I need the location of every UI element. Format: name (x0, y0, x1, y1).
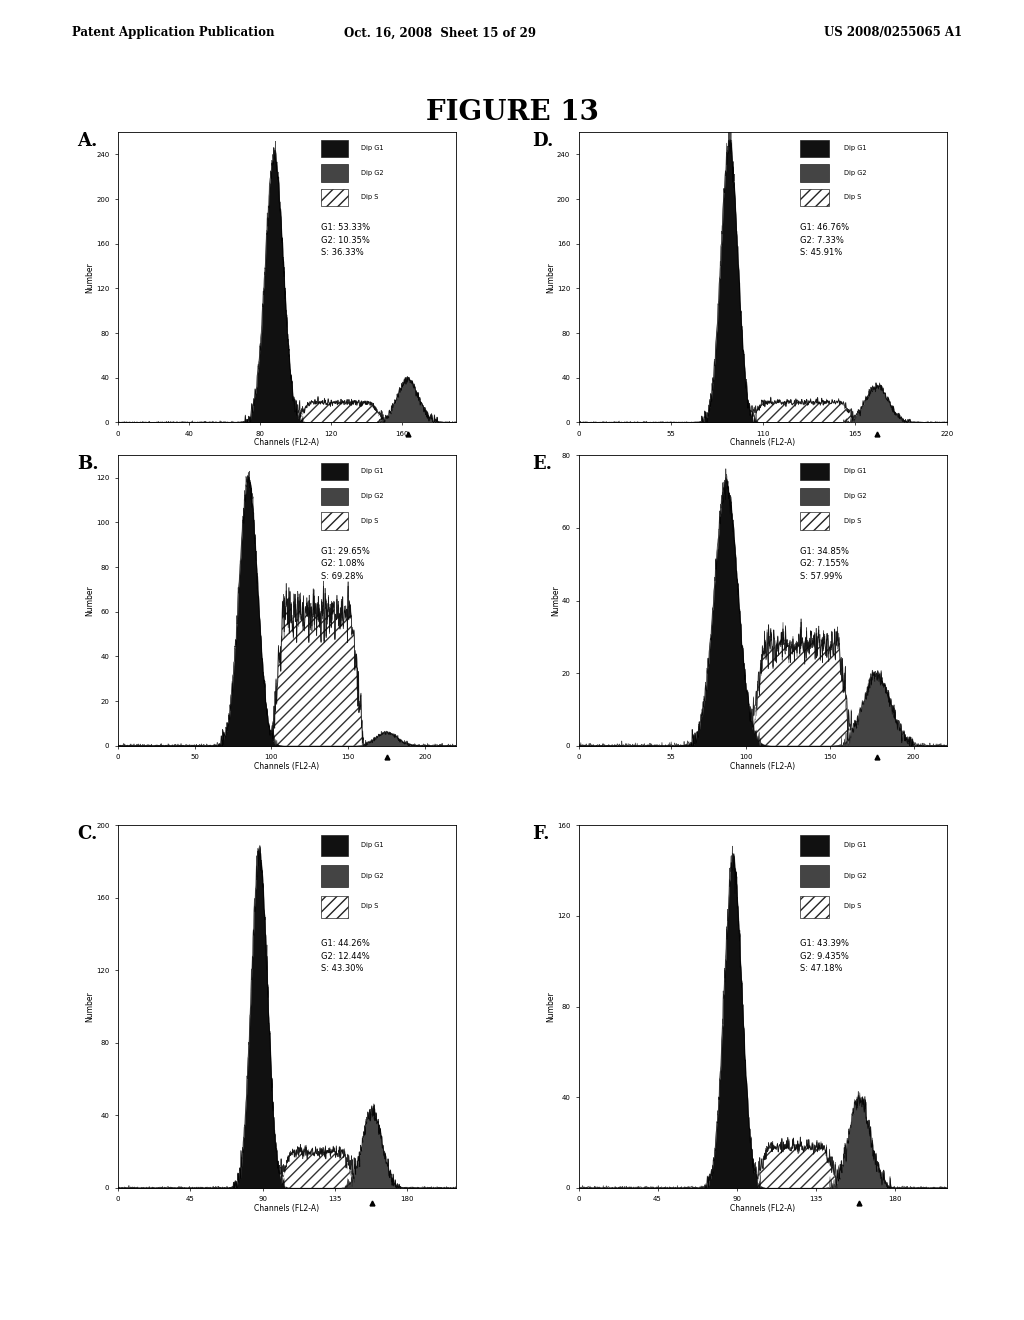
Text: Dip G1: Dip G1 (361, 842, 384, 847)
Text: Dip G2: Dip G2 (361, 492, 384, 499)
Text: Dip G2: Dip G2 (844, 169, 866, 176)
Bar (321, 488, 347, 506)
Text: Dip S: Dip S (844, 517, 861, 524)
Bar (321, 463, 347, 480)
Text: FIGURE 13: FIGURE 13 (426, 99, 598, 125)
Text: A.: A. (77, 132, 97, 150)
Text: Dip G2: Dip G2 (844, 873, 866, 879)
Y-axis label: Number: Number (86, 261, 94, 293)
X-axis label: Channels (FL2-A): Channels (FL2-A) (730, 438, 796, 447)
X-axis label: Channels (FL2-A): Channels (FL2-A) (254, 438, 319, 447)
Text: Dip G1: Dip G1 (844, 842, 866, 847)
Text: Dip G2: Dip G2 (361, 169, 384, 176)
Text: B.: B. (77, 455, 98, 474)
Text: G1: 53.33%
G2: 10.35%
S: 36.33%: G1: 53.33% G2: 10.35% S: 36.33% (321, 223, 370, 257)
Bar (321, 834, 347, 857)
X-axis label: Channels (FL2-A): Channels (FL2-A) (730, 762, 796, 771)
Bar (321, 512, 347, 529)
Bar (800, 866, 829, 887)
Text: Dip S: Dip S (361, 517, 379, 524)
Bar (321, 189, 347, 206)
Text: G1: 34.85%
G2: 7.155%
S: 57.99%: G1: 34.85% G2: 7.155% S: 57.99% (800, 546, 849, 581)
Bar (800, 512, 829, 529)
Bar (321, 140, 347, 157)
Text: Dip G2: Dip G2 (844, 492, 866, 499)
Y-axis label: Number: Number (86, 991, 94, 1022)
Text: Dip S: Dip S (361, 194, 379, 201)
Text: Dip S: Dip S (844, 194, 861, 201)
Text: Dip S: Dip S (844, 903, 861, 909)
Y-axis label: Number: Number (86, 585, 94, 616)
Text: Patent Application Publication: Patent Application Publication (72, 26, 274, 40)
Bar (321, 866, 347, 887)
Text: E.: E. (532, 455, 553, 474)
X-axis label: Channels (FL2-A): Channels (FL2-A) (254, 762, 319, 771)
Bar (800, 165, 829, 182)
Text: F.: F. (532, 825, 550, 843)
Text: G1: 44.26%
G2: 12.44%
S: 43.30%: G1: 44.26% G2: 12.44% S: 43.30% (321, 940, 370, 973)
Y-axis label: Number: Number (547, 261, 555, 293)
Text: D.: D. (532, 132, 554, 150)
Text: Dip G2: Dip G2 (361, 873, 384, 879)
Text: G1: 43.39%
G2: 9.435%
S: 47.18%: G1: 43.39% G2: 9.435% S: 47.18% (800, 940, 849, 973)
Text: G1: 46.76%
G2: 7.33%
S: 45.91%: G1: 46.76% G2: 7.33% S: 45.91% (800, 223, 849, 257)
Bar (800, 834, 829, 857)
Bar (800, 140, 829, 157)
Text: Dip G1: Dip G1 (361, 145, 384, 150)
Y-axis label: Number: Number (547, 991, 555, 1022)
Bar (800, 488, 829, 506)
Y-axis label: Number: Number (551, 585, 560, 616)
Bar (321, 165, 347, 182)
Bar (321, 896, 347, 917)
Bar (800, 189, 829, 206)
Text: C.: C. (77, 825, 97, 843)
Text: Dip G1: Dip G1 (844, 469, 866, 474)
Text: Dip S: Dip S (361, 903, 379, 909)
Text: US 2008/0255065 A1: US 2008/0255065 A1 (824, 26, 963, 40)
Text: Dip G1: Dip G1 (844, 145, 866, 150)
Bar (800, 896, 829, 917)
Bar (800, 463, 829, 480)
Text: Dip G1: Dip G1 (361, 469, 384, 474)
Text: G1: 29.65%
G2: 1.08%
S: 69.28%: G1: 29.65% G2: 1.08% S: 69.28% (321, 546, 370, 581)
Text: Oct. 16, 2008  Sheet 15 of 29: Oct. 16, 2008 Sheet 15 of 29 (344, 26, 537, 40)
X-axis label: Channels (FL2-A): Channels (FL2-A) (254, 1204, 319, 1213)
X-axis label: Channels (FL2-A): Channels (FL2-A) (730, 1204, 796, 1213)
